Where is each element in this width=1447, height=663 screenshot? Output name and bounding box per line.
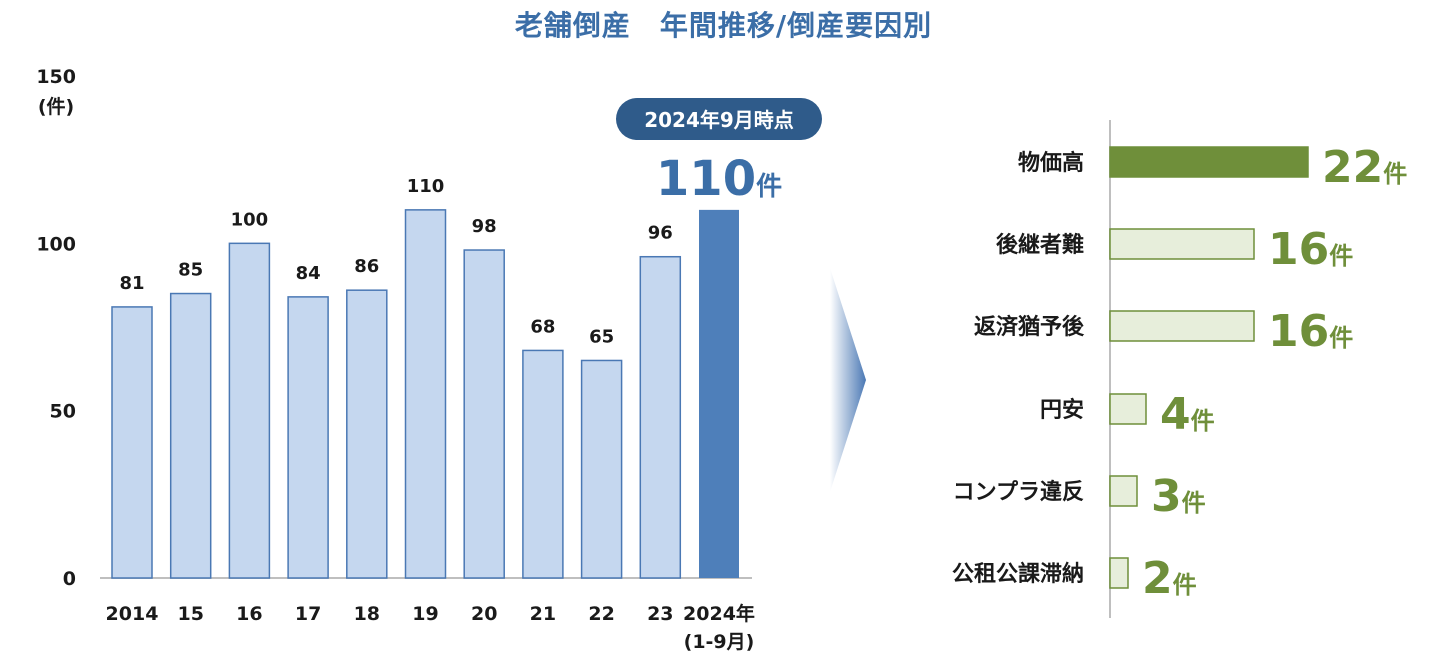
cause-bar — [1109, 475, 1138, 507]
bar — [228, 242, 271, 579]
value-label: 2件 — [1142, 553, 1197, 604]
callout-value: 110件 — [656, 151, 782, 207]
data-label: 65 — [589, 326, 614, 347]
x-tick-label: 19 — [412, 603, 438, 625]
data-label: 81 — [119, 273, 144, 294]
x-tick-label: 15 — [177, 603, 203, 625]
data-label: 68 — [530, 316, 555, 337]
data-label: 110 — [407, 176, 445, 197]
data-label: 100 — [231, 209, 269, 230]
value-label: 16件 — [1268, 224, 1353, 275]
category-label: 円安 — [1040, 397, 1084, 423]
y-tick-label: 100 — [36, 233, 76, 255]
cause-bar — [1109, 557, 1129, 589]
category-label: 物価高 — [1018, 150, 1084, 176]
bar — [404, 209, 447, 579]
bar — [287, 296, 329, 579]
y-tick-label: 0 — [63, 568, 76, 590]
x-tick-label: 2024年 — [683, 602, 755, 625]
category-label: コンプラ違反 — [953, 479, 1084, 505]
value-label: 16件 — [1268, 306, 1353, 357]
x-tick-label: 20 — [471, 603, 497, 625]
x-tick-label: 23 — [647, 603, 673, 625]
x-tick-label: 2014 — [106, 603, 159, 625]
data-label: 84 — [296, 263, 321, 284]
x-tick-label: 16 — [236, 603, 262, 625]
cause-bar — [1109, 310, 1255, 342]
data-label: 98 — [472, 216, 497, 237]
bar — [169, 292, 212, 579]
y-tick-label: 150 — [36, 66, 76, 88]
x-tick-sublabel: (1-9月) — [684, 631, 755, 653]
bar — [111, 306, 153, 579]
cause-bar — [1109, 146, 1309, 178]
data-label: 86 — [354, 256, 379, 277]
x-tick-label: 22 — [588, 603, 614, 625]
data-label: 96 — [648, 223, 673, 244]
bar — [639, 255, 682, 579]
category-label: 返済猶予後 — [974, 314, 1085, 340]
cause-bar — [1109, 393, 1147, 425]
bar — [580, 359, 623, 579]
y-unit-label: (件) — [38, 95, 74, 118]
bar — [346, 289, 388, 579]
category-label: 後継者難 — [996, 232, 1084, 258]
x-tick-label: 17 — [295, 603, 321, 625]
x-tick-label: 18 — [354, 603, 380, 625]
bar — [522, 349, 564, 579]
value-label: 3件 — [1151, 471, 1206, 522]
value-label: 22件 — [1322, 142, 1407, 193]
bar — [463, 249, 505, 579]
category-label: 公租公課滞納 — [952, 561, 1084, 587]
data-label: 85 — [178, 260, 203, 281]
callout-badge-label: 2024年9月時点 — [644, 108, 794, 132]
y-tick-label: 50 — [50, 401, 76, 423]
x-tick-label: 21 — [530, 603, 556, 625]
bar — [699, 209, 739, 578]
transition-arrow — [830, 268, 866, 492]
cause-bar — [1109, 228, 1255, 260]
chart-title: 老舗倒産 年間推移/倒産要因別 — [514, 9, 933, 42]
value-label: 4件 — [1160, 389, 1215, 440]
yearly-bar-chart: 0 50 100 150 (件) 81 2014 85 15 100 16 84 17 86 18 110 19… — [36, 66, 822, 653]
callout-badge — [616, 98, 822, 140]
